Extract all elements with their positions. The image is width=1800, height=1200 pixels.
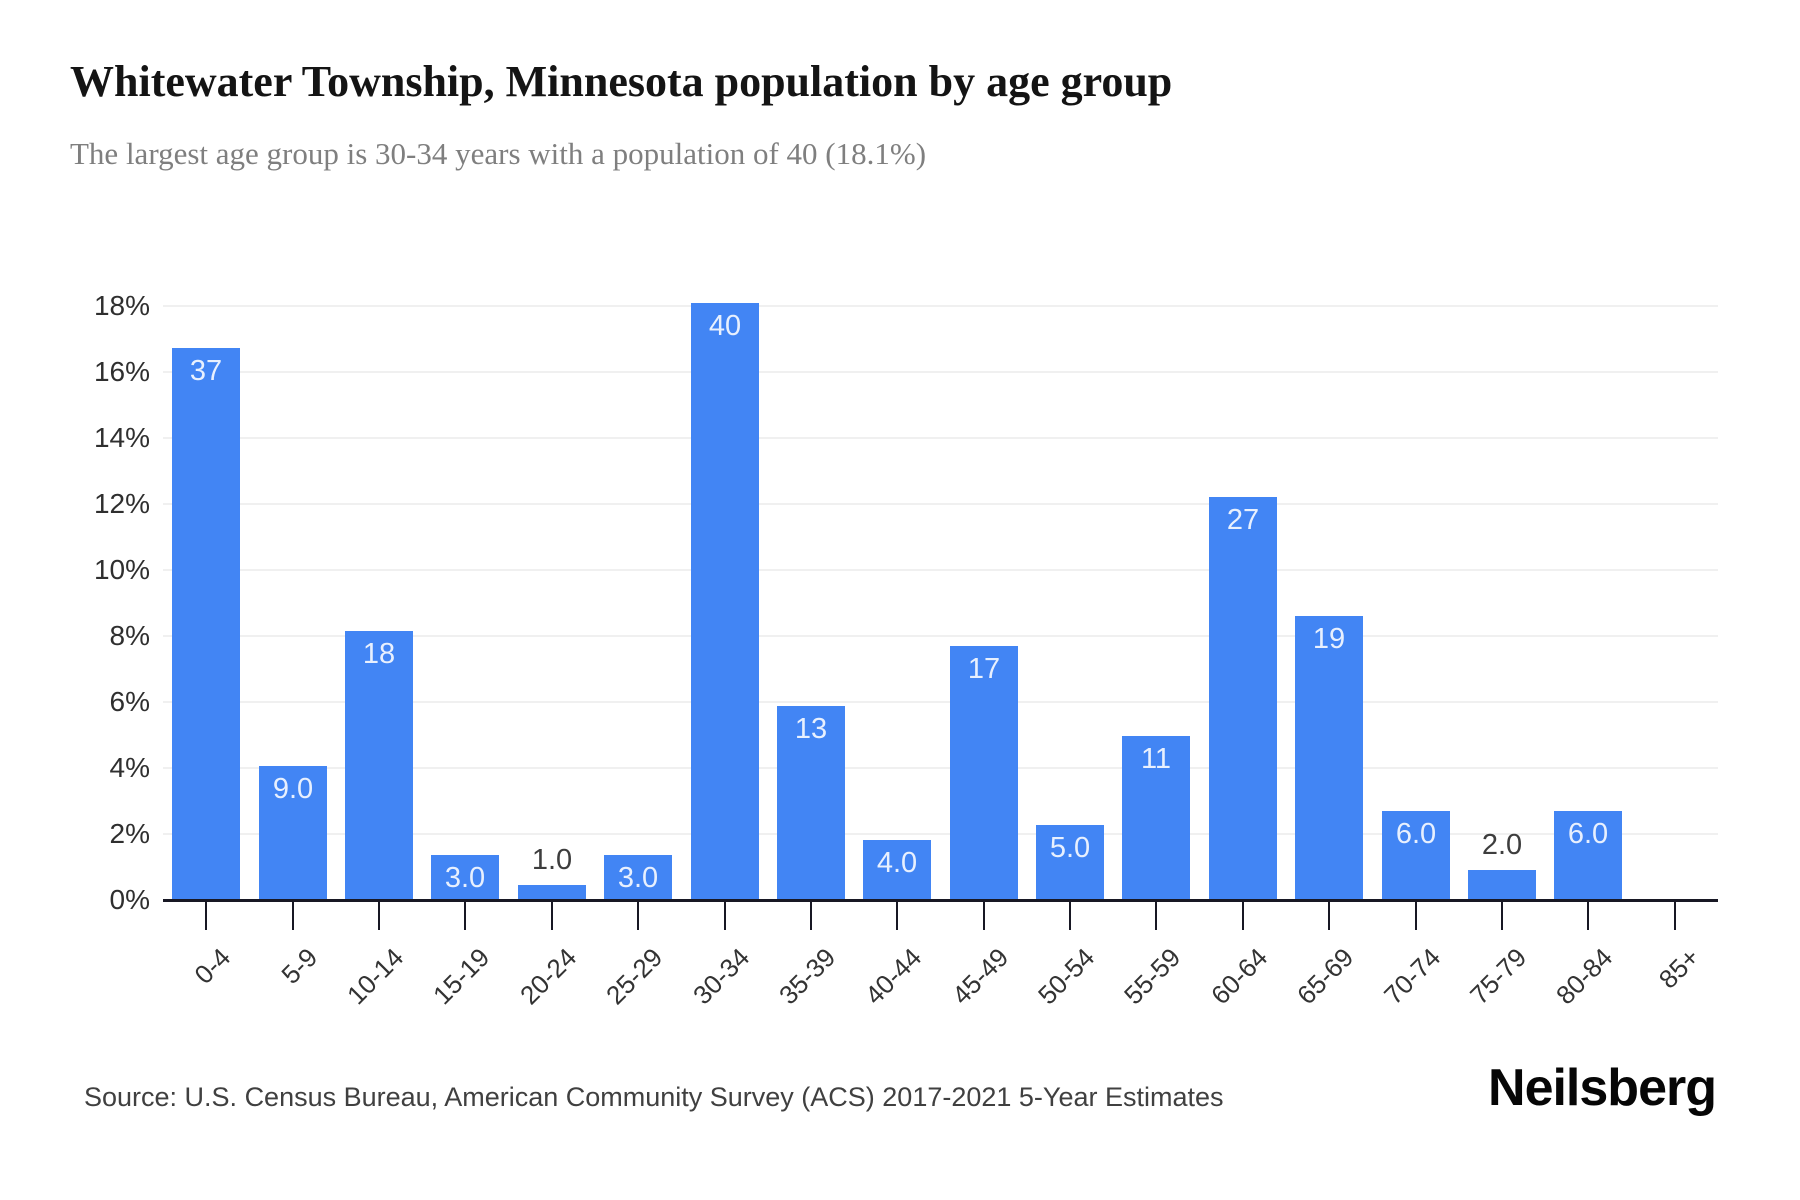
x-axis-label-anchor: 55-59 xyxy=(1118,942,1232,1010)
x-axis-label-anchor: 15-19 xyxy=(427,942,541,1010)
y-axis-label: 18% xyxy=(93,290,150,321)
bar-value-label: 1.0 xyxy=(531,844,573,876)
x-axis-label: 10-14 xyxy=(340,942,410,1011)
bar-value-label: 37 xyxy=(189,355,223,387)
bar-value-label: 19 xyxy=(1312,623,1346,655)
x-axis-label-anchor: 70-74 xyxy=(1378,942,1492,1010)
x-axis-tick xyxy=(810,902,812,930)
x-axis-label-anchor: 10-14 xyxy=(341,942,455,1010)
bar-value-label: 6.0 xyxy=(1567,818,1609,850)
chart-title: Whitewater Township, Minnesota populatio… xyxy=(70,57,1173,106)
bar xyxy=(1209,497,1277,900)
gridline xyxy=(163,833,1718,835)
gridline xyxy=(163,437,1718,439)
bar xyxy=(863,840,931,900)
bar-value-label: 6.0 xyxy=(1395,818,1437,850)
x-axis-label-anchor: 40-44 xyxy=(859,942,973,1010)
x-axis-label-anchor: 65-69 xyxy=(1291,942,1405,1010)
bar-value-label: 11 xyxy=(1140,743,1172,775)
y-axis-label: 6% xyxy=(109,686,150,717)
gridline xyxy=(163,767,1718,769)
bar xyxy=(950,646,1018,900)
brand-logo: Neilsberg xyxy=(1488,1059,1717,1117)
y-axis-label: 4% xyxy=(109,752,150,783)
y-axis-label: 8% xyxy=(109,620,150,651)
x-axis-label-anchor: 20-24 xyxy=(514,942,628,1010)
x-axis-label-anchor: 50-54 xyxy=(1032,942,1146,1010)
x-axis-tick xyxy=(205,902,207,930)
x-axis-label: 5-9 xyxy=(275,942,324,990)
x-axis-tick xyxy=(1587,902,1589,930)
x-axis-tick xyxy=(1242,902,1244,930)
x-axis-label-anchor: 75-79 xyxy=(1464,942,1578,1010)
bar-value-label: 3.0 xyxy=(444,862,486,894)
gridline xyxy=(163,635,1718,637)
bar-value-label: 13 xyxy=(794,713,828,745)
x-axis-tick xyxy=(1328,902,1330,930)
x-axis-tick xyxy=(896,902,898,930)
x-axis-label-anchor: 5-9 xyxy=(275,942,340,990)
gridline xyxy=(163,569,1718,571)
x-axis-label-anchor: 0-4 xyxy=(188,942,253,990)
bar xyxy=(259,766,327,900)
x-axis-label-anchor: 45-49 xyxy=(946,942,1060,1010)
x-axis-label-anchor: 30-34 xyxy=(687,942,801,1010)
bar-value-label: 4.0 xyxy=(876,847,918,879)
x-axis-tick xyxy=(378,902,380,930)
gridline xyxy=(163,701,1718,703)
y-axis-label: 2% xyxy=(109,818,150,849)
x-axis-label-anchor: 80-84 xyxy=(1550,942,1664,1010)
bar xyxy=(345,631,413,900)
x-axis-tick xyxy=(1674,902,1676,930)
bar xyxy=(172,348,240,900)
x-axis-label-anchor: 35-39 xyxy=(773,942,887,1010)
bar xyxy=(1122,736,1190,900)
x-axis-tick xyxy=(637,902,639,930)
bar xyxy=(1295,616,1363,900)
bar-value-label: 40 xyxy=(708,310,742,342)
chart-subtitle: The largest age group is 30-34 years wit… xyxy=(70,136,927,171)
bar-value-label: 5.0 xyxy=(1049,832,1091,864)
bar xyxy=(1554,811,1622,900)
x-axis-tick xyxy=(1069,902,1071,930)
y-axis-label: 16% xyxy=(93,356,150,387)
bar xyxy=(604,855,672,900)
gridline xyxy=(163,371,1718,373)
gridline xyxy=(163,503,1718,505)
bar xyxy=(1468,870,1536,900)
source-note: Source: U.S. Census Bureau, American Com… xyxy=(84,1082,1224,1112)
bar-value-label: 27 xyxy=(1226,504,1260,536)
bar-value-label: 2.0 xyxy=(1481,829,1523,861)
x-axis-label-anchor: 60-64 xyxy=(1205,942,1319,1010)
bar xyxy=(518,885,586,900)
bar-value-label: 17 xyxy=(967,653,1001,685)
x-axis-label-anchor: 85+ xyxy=(1653,942,1728,994)
x-axis-tick xyxy=(464,902,466,930)
bar-value-label: 3.0 xyxy=(617,862,659,894)
x-axis-tick xyxy=(983,902,985,930)
x-axis-tick xyxy=(1155,902,1157,930)
x-axis-tick xyxy=(1501,902,1503,930)
bar-value-label: 18 xyxy=(362,638,396,670)
bar xyxy=(1036,825,1104,900)
y-axis-label: 10% xyxy=(93,554,150,585)
bar xyxy=(691,303,759,900)
x-axis-tick xyxy=(292,902,294,930)
y-axis-label: 0% xyxy=(109,884,150,915)
gridline xyxy=(163,305,1718,307)
bar-value-label: 9.0 xyxy=(272,773,314,805)
bar xyxy=(777,706,845,900)
x-axis-tick xyxy=(1415,902,1417,930)
bar xyxy=(1382,811,1450,900)
x-axis-label: 0-4 xyxy=(188,942,237,990)
y-axis-label: 12% xyxy=(93,488,150,519)
y-axis-label: 14% xyxy=(93,422,150,453)
x-axis-label-anchor: 25-29 xyxy=(600,942,714,1010)
x-axis-tick xyxy=(724,902,726,930)
bar xyxy=(431,855,499,900)
axis-line xyxy=(163,899,1718,902)
x-axis-tick xyxy=(551,902,553,930)
